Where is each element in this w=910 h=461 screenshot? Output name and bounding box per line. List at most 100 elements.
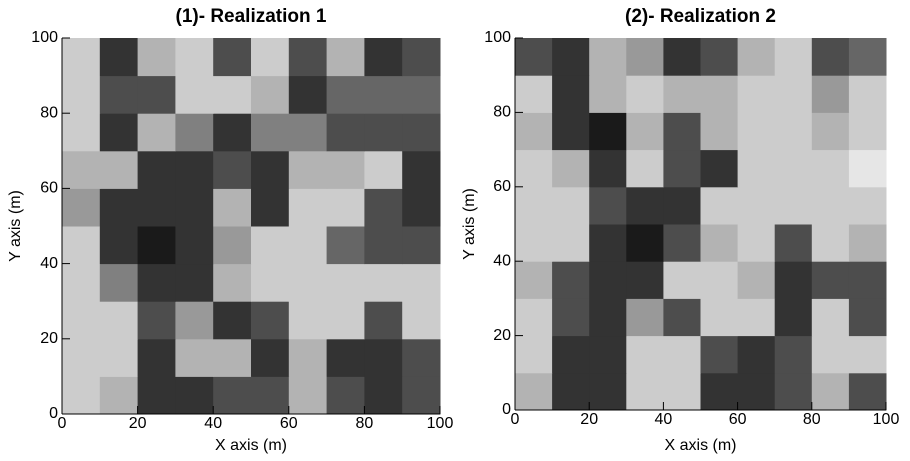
cell <box>99 150 139 189</box>
cell <box>364 188 403 227</box>
cell <box>213 38 252 77</box>
cell <box>848 224 887 262</box>
cell <box>774 38 813 76</box>
x-axis-label: X axis (m) <box>665 437 737 454</box>
cell <box>175 188 214 227</box>
cell <box>364 113 403 152</box>
cell <box>251 75 290 114</box>
cell <box>663 261 701 299</box>
cell <box>213 376 252 415</box>
cell <box>326 188 365 227</box>
cell <box>288 338 328 377</box>
cell <box>251 38 290 77</box>
cell <box>175 150 214 189</box>
cell <box>326 376 365 415</box>
cell <box>515 186 553 225</box>
cell <box>626 224 664 262</box>
cell <box>213 75 252 114</box>
cell <box>737 372 776 411</box>
cell <box>251 376 290 415</box>
cell <box>626 261 664 299</box>
cell <box>62 338 101 377</box>
x-tick-label: 60 <box>280 415 298 432</box>
cell <box>288 75 328 114</box>
cell <box>737 112 776 151</box>
cell <box>515 38 553 76</box>
cell <box>626 149 664 188</box>
cell <box>848 75 887 113</box>
cell <box>811 372 850 411</box>
cell <box>515 335 553 374</box>
cell <box>175 226 214 265</box>
cell <box>552 261 590 299</box>
y-tick-label: 20 <box>40 330 58 347</box>
cell <box>326 226 365 265</box>
cell <box>552 112 590 151</box>
cell <box>364 226 403 265</box>
cell <box>663 298 701 337</box>
cell <box>848 38 887 76</box>
cell <box>700 75 739 113</box>
cell <box>811 335 850 374</box>
cell <box>137 188 176 227</box>
cell <box>175 113 214 152</box>
cell <box>626 186 664 225</box>
cell <box>626 372 664 411</box>
cell <box>402 226 441 265</box>
cell <box>700 335 739 374</box>
cell <box>99 376 139 415</box>
cell <box>663 149 701 188</box>
x-tick-label: 100 <box>873 411 900 428</box>
cell <box>552 372 590 411</box>
cell <box>737 298 776 337</box>
cell <box>213 150 252 189</box>
cell <box>515 112 553 151</box>
x-tick-label: 20 <box>580 411 598 428</box>
cell <box>848 372 887 411</box>
cell <box>175 75 214 114</box>
cell <box>137 376 176 415</box>
cell <box>552 298 590 337</box>
cell <box>774 335 813 374</box>
cell <box>99 38 139 77</box>
cell <box>774 372 813 411</box>
cell <box>589 112 627 151</box>
cell <box>326 113 365 152</box>
cell <box>700 149 739 188</box>
cell <box>589 372 627 411</box>
cell <box>811 261 850 299</box>
cell <box>737 38 776 76</box>
cell <box>213 113 252 152</box>
cell <box>288 301 328 340</box>
y-tick-label: 40 <box>493 252 511 269</box>
cell <box>137 75 176 114</box>
cell <box>589 38 627 76</box>
x-tick-label: 20 <box>129 415 147 432</box>
y-tick-label: 100 <box>31 29 58 46</box>
cell <box>774 186 813 225</box>
cell <box>175 376 214 415</box>
cell <box>700 38 739 76</box>
cell <box>213 188 252 227</box>
cell <box>626 38 664 76</box>
cell <box>515 372 553 411</box>
cell <box>288 263 328 302</box>
cell <box>62 188 101 227</box>
cell <box>326 301 365 340</box>
cell <box>774 224 813 262</box>
cell <box>364 301 403 340</box>
cell <box>552 75 590 113</box>
cell <box>99 226 139 265</box>
cell <box>213 226 252 265</box>
cell <box>251 263 290 302</box>
cell <box>402 113 441 152</box>
cell <box>99 75 139 114</box>
cell <box>811 38 850 76</box>
cell <box>663 372 701 411</box>
cell <box>288 150 328 189</box>
cell <box>137 113 176 152</box>
cell <box>175 38 214 77</box>
cell <box>62 113 101 152</box>
cell <box>62 38 101 77</box>
cell <box>811 112 850 151</box>
